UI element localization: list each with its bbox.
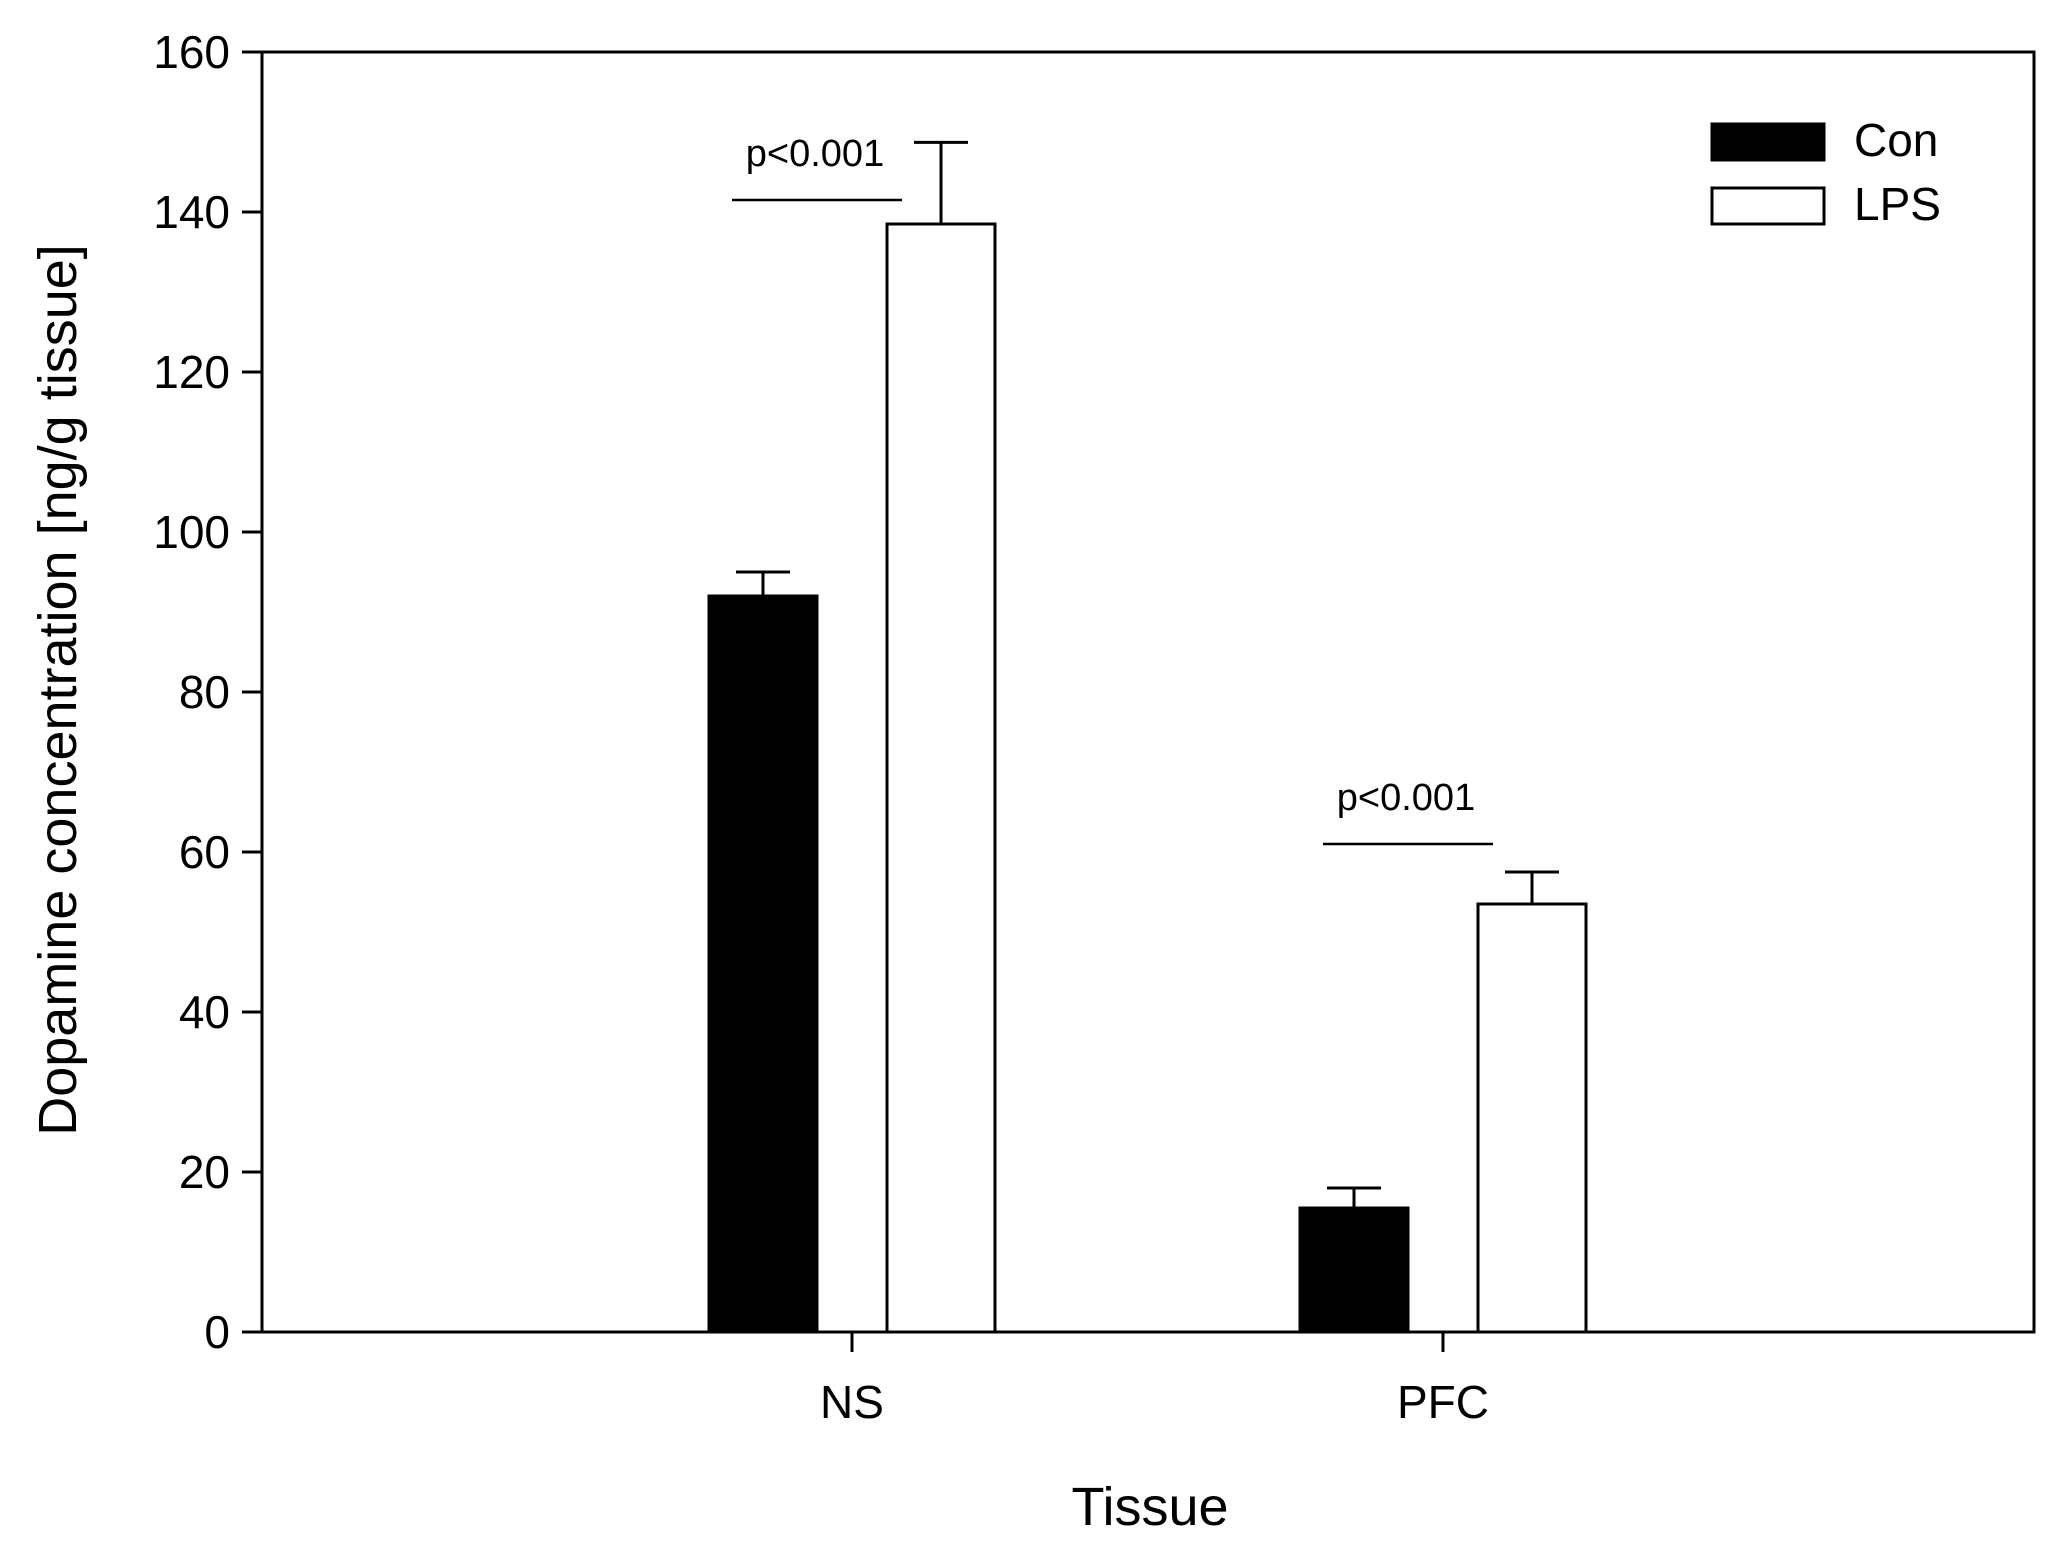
x-tick-label: NS — [820, 1376, 884, 1428]
chart-marks — [707, 140, 1588, 1334]
y-axis: 0 20 40 60 80 100 120 140 160 — [153, 26, 262, 1358]
bar-lps-ns — [885, 222, 997, 1334]
significance-label: p<0.001 — [746, 133, 884, 175]
significance-label: p<0.001 — [1337, 777, 1475, 819]
x-axis-label: Tissue — [1071, 1477, 1228, 1537]
y-tick-label: 140 — [153, 186, 230, 238]
y-tick-label: 100 — [153, 506, 230, 558]
y-tick-label: 40 — [179, 986, 230, 1038]
legend: Con LPS — [1710, 114, 1941, 230]
y-tick-label: 160 — [153, 26, 230, 78]
bar-con-pfc — [1298, 1206, 1410, 1334]
bar-lps-pfc — [1476, 902, 1588, 1334]
bar-con-ns — [707, 594, 819, 1334]
y-axis-label: Dopamine concentration [ng/g tissue] — [28, 244, 88, 1136]
y-tick-label: 60 — [179, 826, 230, 878]
legend-label-con: Con — [1854, 114, 1938, 166]
legend-label-lps: LPS — [1854, 178, 1941, 230]
legend-swatch-con — [1710, 122, 1826, 162]
y-tick-label: 80 — [179, 666, 230, 718]
x-axis: NS PFC — [820, 1332, 1489, 1428]
x-tick-label: PFC — [1397, 1376, 1489, 1428]
plot-frame — [260, 50, 2036, 1334]
y-tick-label: 120 — [153, 346, 230, 398]
legend-swatch-lps — [1710, 186, 1826, 226]
significance-annotations: p<0.001 p<0.001 — [732, 133, 1493, 846]
y-tick-label: 20 — [179, 1146, 230, 1198]
plot-border — [260, 50, 2036, 1334]
y-tick-label: 0 — [204, 1306, 230, 1358]
